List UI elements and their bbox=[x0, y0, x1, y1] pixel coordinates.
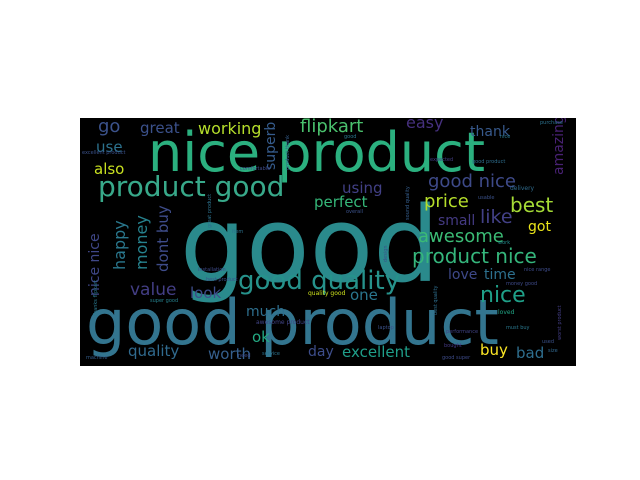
cloud-word: delivery bbox=[510, 185, 535, 192]
cloud-word: good product bbox=[472, 159, 506, 165]
cloud-word: overall bbox=[346, 209, 363, 215]
cloud-word: item bbox=[232, 229, 244, 235]
cloud-word: super good bbox=[150, 298, 179, 304]
cloud-word: thanks flipkart bbox=[93, 279, 99, 316]
cloud-word: best product bbox=[206, 277, 238, 283]
cloud-word: value bbox=[130, 280, 177, 300]
cloud-word: purchase bbox=[540, 120, 563, 126]
cloud-word: quality good bbox=[308, 290, 346, 297]
cloud-word: also bbox=[94, 160, 125, 178]
cloud-word: design bbox=[383, 245, 389, 262]
cloud-word: good product bbox=[86, 286, 499, 359]
cloud-word: product nice bbox=[412, 244, 537, 268]
cloud-word: worst product bbox=[557, 305, 563, 340]
cloud-word: good bbox=[180, 184, 440, 306]
cloud-word: awesome product bbox=[256, 319, 310, 326]
cloud-word: love bbox=[448, 267, 478, 283]
cloud-word: good quality bbox=[238, 266, 401, 296]
cloud-word: performance bbox=[446, 329, 479, 335]
cloud-word: easy bbox=[406, 118, 444, 132]
cloud-word: bought bbox=[444, 343, 462, 349]
cloud-word: sound quality bbox=[405, 186, 411, 220]
cloud-word: best bbox=[510, 193, 554, 217]
cloud-word: work bbox=[498, 240, 511, 246]
cloud-word: nice range bbox=[524, 267, 551, 273]
cloud-word: like bbox=[480, 206, 513, 228]
cloud-word: go bbox=[98, 118, 121, 137]
cloud-word: great product bbox=[207, 193, 213, 228]
cloud-word: worth bbox=[208, 345, 252, 363]
cloud-word: excellent bbox=[342, 343, 411, 361]
cloud-word: use bbox=[96, 138, 123, 156]
cloud-word: loved bbox=[498, 309, 515, 316]
cloud-word: day bbox=[308, 344, 334, 360]
cloud-word: quality bbox=[128, 342, 180, 360]
cloud-word: nice product bbox=[148, 121, 485, 184]
cloud-word: buy bbox=[480, 341, 508, 359]
cloud-word: good bbox=[344, 134, 357, 140]
cloud-word: good nice bbox=[428, 171, 516, 192]
cloud-word: time bbox=[484, 267, 516, 283]
cloud-word: excellent product bbox=[82, 150, 126, 156]
cloud-word: working bbox=[198, 119, 262, 138]
cloud-word: money good bbox=[506, 281, 538, 287]
cloud-word: money bbox=[132, 215, 151, 270]
cloud-word: machine bbox=[86, 355, 108, 361]
cloud-word: service bbox=[262, 351, 280, 357]
cloud-word: price bbox=[424, 191, 469, 212]
cloud-word: product good bbox=[98, 170, 285, 203]
cloud-word: amazing bbox=[551, 118, 567, 175]
cloud-word: awesome bbox=[418, 226, 504, 247]
cloud-word: got bbox=[528, 219, 551, 235]
cloud-word: one bbox=[350, 286, 378, 304]
cloud-word: need bbox=[238, 353, 251, 359]
cloud-word: using bbox=[342, 179, 383, 197]
cloud-word: installation bbox=[198, 267, 226, 273]
cloud-word: product thank bbox=[285, 134, 291, 170]
cloud-word: nice bbox=[500, 134, 511, 140]
cloud-word: superb bbox=[263, 121, 279, 170]
cloud-word: nice bbox=[480, 283, 526, 308]
cloud-word: thank bbox=[470, 124, 510, 140]
cloud-word: used bbox=[542, 339, 555, 345]
cloud-word: dont buy bbox=[154, 205, 172, 272]
word-cloud: good good product nice product product good… bbox=[80, 118, 576, 366]
cloud-word: bad bbox=[516, 344, 545, 362]
cloud-word: perfect bbox=[314, 193, 368, 211]
cloud-word: small bbox=[438, 213, 476, 229]
cloud-word: best quality bbox=[433, 285, 439, 315]
cloud-word: happy bbox=[110, 220, 129, 270]
cloud-word: size bbox=[548, 348, 558, 354]
cloud-word: great bbox=[140, 119, 180, 137]
cloud-word: must buy bbox=[506, 325, 530, 331]
cloud-word: expected bbox=[430, 157, 454, 163]
cloud-word: good super bbox=[442, 355, 471, 361]
cloud-word: laptop bbox=[378, 325, 394, 331]
cloud-word: comfortable bbox=[240, 166, 271, 172]
cloud-word: ok bbox=[252, 328, 270, 346]
cloud-word: much bbox=[246, 304, 286, 320]
cloud-word: look bbox=[190, 284, 222, 302]
cloud-word: usable bbox=[478, 195, 495, 201]
cloud-word: flipkart bbox=[300, 118, 364, 137]
